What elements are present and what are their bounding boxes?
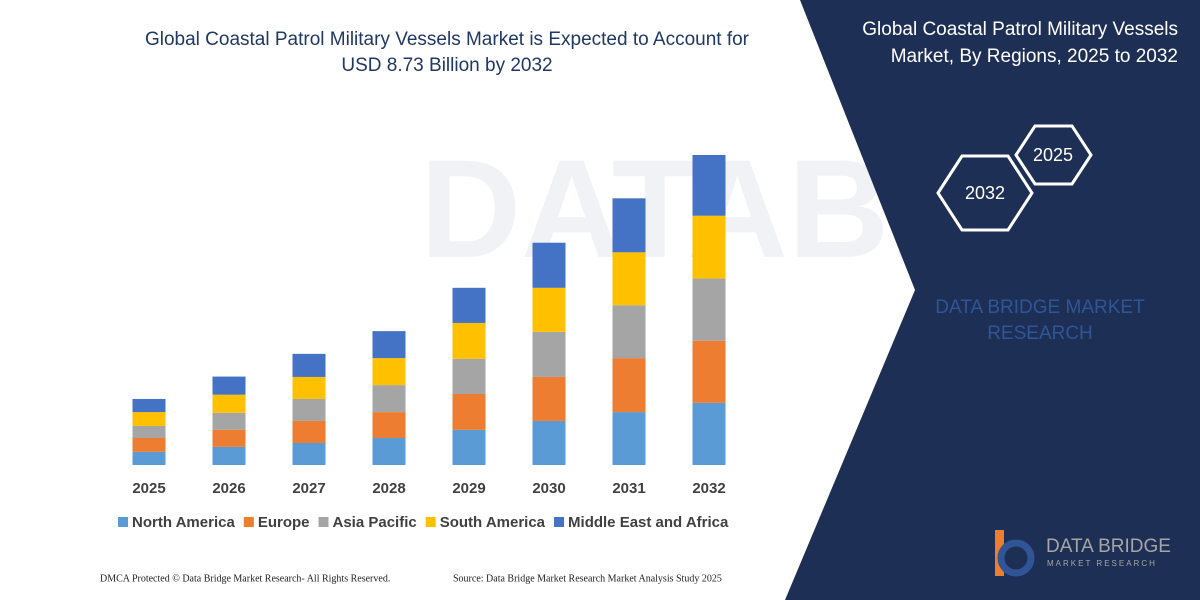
x-tick-label: 2025 <box>132 480 165 497</box>
chart-title: Global Coastal Patrol Military Vessels M… <box>145 29 750 50</box>
bar-segment <box>132 451 166 465</box>
bar-segment <box>372 358 406 386</box>
bar-segment <box>372 438 406 465</box>
bar-segment <box>612 412 646 465</box>
bar-segment <box>132 438 166 452</box>
x-tick-label: 2032 <box>692 480 725 497</box>
x-tick-label: 2027 <box>292 480 325 497</box>
brand-text: DATA BRIDGE MARKET <box>935 297 1145 318</box>
bar-segment <box>452 393 486 430</box>
bar-segment <box>692 340 726 403</box>
x-tick-label: 2030 <box>532 480 565 497</box>
legend-label: Middle East and Africa <box>568 514 729 531</box>
legend-swatch <box>118 517 128 527</box>
bar-segment <box>532 420 566 465</box>
bar-segment <box>532 287 566 332</box>
x-tick-label: 2028 <box>372 480 405 497</box>
bar-segment <box>292 442 326 465</box>
bar-segment <box>452 429 486 465</box>
bar-segment <box>292 353 326 377</box>
logo-name: DATA BRIDGE <box>1046 536 1171 557</box>
footer-source: Source: Data Bridge Market Research Mark… <box>453 573 722 584</box>
bar-segment <box>212 446 246 465</box>
bar-segment <box>532 376 566 421</box>
bar-segment <box>532 331 566 377</box>
side-panel <box>785 0 1200 600</box>
x-tick-label: 2026 <box>212 480 245 497</box>
legend-label: Asia Pacific <box>333 514 417 531</box>
bar-segment <box>212 429 246 447</box>
bar-segment <box>292 420 326 443</box>
x-tick-label: 2031 <box>612 480 645 497</box>
bar-segment <box>132 398 166 413</box>
bar-segment <box>292 398 326 421</box>
bar-segment <box>612 198 646 253</box>
legend-label: South America <box>440 514 546 531</box>
brand-text: RESEARCH <box>987 323 1093 344</box>
bar-segment <box>132 425 166 439</box>
bar-segment <box>372 412 406 439</box>
legend-swatch <box>243 517 254 527</box>
bar-segment <box>692 278 726 341</box>
legend-swatch <box>318 517 329 527</box>
logo-tagline: MARKET RESEARCH <box>1047 559 1157 568</box>
bar-segment <box>532 242 566 288</box>
hexagon <box>1014 124 1093 186</box>
legend-swatch <box>554 517 565 527</box>
bar-segment <box>692 155 726 216</box>
logo-icon <box>997 539 1035 577</box>
plot: 2025 2026 2027 2028 2029 2030 2031 2032 North Am… <box>118 155 729 531</box>
bar-segment <box>212 394 246 413</box>
chart-title: USD 8.73 Billion by 2032 <box>341 55 552 76</box>
bar-segment <box>692 402 726 465</box>
bar-segment <box>132 412 166 426</box>
bar-segment <box>612 358 646 413</box>
bar-segment <box>452 287 486 323</box>
hexagon <box>936 154 1034 232</box>
logo: DATA BRIDGE MARKET RESEARCH <box>995 530 1171 577</box>
legend-label: North America <box>132 514 235 531</box>
bar-segment <box>612 305 646 359</box>
bar-segment <box>612 252 646 306</box>
bar-segment <box>212 376 246 395</box>
bar-segment <box>372 385 406 413</box>
hexagon-label: 2025 <box>1033 145 1073 165</box>
footer-rights: DMCA Protected © Data Bridge Market Rese… <box>100 573 390 584</box>
legend-swatch <box>425 517 436 527</box>
bar-segment <box>372 331 406 359</box>
legend-label: Europe <box>258 514 310 531</box>
bar-segment <box>212 412 246 430</box>
side-title: Global Coastal Patrol Military Vessels <box>862 19 1178 40</box>
bar-segment <box>292 376 326 399</box>
bar-segment <box>452 358 486 394</box>
hexagon-label: 2032 <box>965 183 1005 203</box>
x-tick-label: 2029 <box>452 480 485 497</box>
bar-segment <box>452 322 486 359</box>
bar-segment <box>692 215 726 279</box>
side-title: Market, By Regions, 2025 to 2032 <box>891 46 1178 67</box>
